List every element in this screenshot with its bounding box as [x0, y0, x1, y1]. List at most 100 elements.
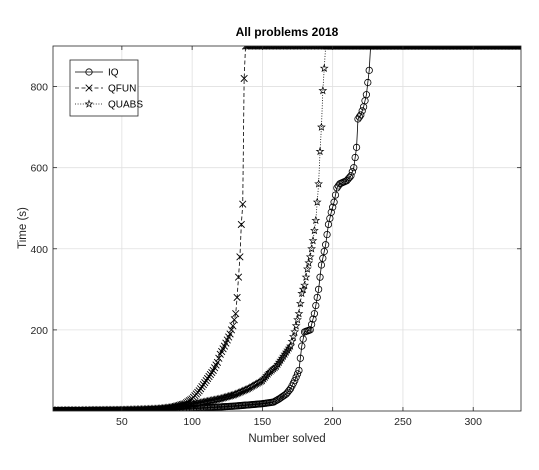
chart-title: All problems 2018 [236, 25, 339, 39]
data-point [362, 91, 371, 99]
data-point [234, 273, 243, 281]
data-point [322, 241, 330, 249]
data-point [230, 316, 238, 324]
data-point [298, 284, 308, 294]
data-point [330, 198, 338, 206]
data-point [229, 322, 237, 330]
data-point [300, 280, 309, 290]
data-point [240, 74, 248, 83]
data-point [297, 288, 307, 298]
data-point [309, 315, 317, 323]
data-point [294, 309, 304, 318]
data-point [310, 225, 319, 235]
data-point [291, 321, 301, 330]
data-point [352, 143, 361, 151]
grid [53, 46, 521, 411]
legend: IQ QFUN QUABS [69, 59, 143, 117]
data-point [296, 354, 304, 362]
legend-label: IQ [108, 68, 119, 79]
data-point [232, 310, 240, 318]
x-axis: 50 100 150 200 250 300 [116, 46, 482, 428]
data-point [307, 320, 316, 329]
data-point [295, 298, 305, 308]
data-point [311, 215, 321, 225]
data-point [358, 107, 366, 115]
data-point [320, 247, 328, 256]
data-point [350, 164, 358, 172]
data-point [298, 342, 306, 350]
legend-box [69, 59, 139, 117]
data-point [319, 254, 327, 262]
data-point [295, 366, 303, 375]
data-point [302, 264, 312, 273]
data-point [351, 153, 359, 162]
y-tick-label: 800 [30, 82, 48, 94]
data-point [314, 179, 324, 188]
data-point [213, 358, 222, 366]
data-point [355, 113, 363, 121]
data-point [290, 327, 300, 336]
data-point [310, 310, 319, 318]
data-point [226, 330, 234, 338]
data-point [293, 315, 302, 324]
data-point [239, 200, 247, 208]
data-point [276, 355, 286, 365]
y-axis: 200 400 600 800 [30, 82, 521, 337]
legend-marker [85, 84, 93, 92]
data-point [301, 272, 311, 281]
data-point [233, 293, 241, 302]
data-point [281, 347, 291, 356]
data-point [364, 78, 372, 87]
data-point [312, 197, 322, 206]
series-quabs [53, 46, 521, 411]
legend-marker [85, 68, 93, 76]
data-point [317, 261, 326, 269]
data-point [312, 301, 320, 310]
data-point [293, 370, 302, 378]
x-tick-label: 250 [394, 416, 412, 428]
y-tick-label: 200 [30, 325, 48, 337]
data-point [306, 326, 314, 334]
data-point [291, 376, 299, 385]
data-point [316, 273, 324, 281]
series-layer [53, 46, 521, 411]
data-point [307, 244, 316, 253]
legend-label: QUABS [108, 100, 143, 111]
x-tick-label: 50 [116, 416, 128, 428]
data-point [345, 173, 354, 181]
data-point [308, 236, 318, 245]
data-point [329, 203, 337, 211]
data-point [313, 293, 321, 302]
data-point [274, 357, 284, 367]
data-point [315, 285, 323, 293]
data-point [283, 345, 293, 354]
data-point [305, 252, 315, 261]
data-point [273, 359, 283, 369]
data-point [277, 353, 287, 363]
data-point [315, 146, 325, 156]
data-point [236, 253, 244, 261]
data-point [215, 354, 223, 362]
data-point [227, 326, 236, 334]
y-tick-label: 400 [30, 244, 48, 256]
data-point [323, 230, 331, 239]
data-point [286, 341, 295, 350]
data-point [348, 168, 356, 176]
data-point [288, 332, 298, 341]
legend-marker [84, 99, 94, 108]
data-point [284, 343, 294, 352]
data-point [279, 351, 288, 360]
data-point [365, 66, 373, 74]
data-point [299, 335, 307, 343]
data-point [319, 63, 329, 73]
data-point [357, 111, 365, 119]
y-tick-label: 600 [30, 163, 48, 175]
y-axis-label: Time (s) [17, 207, 29, 249]
data-point [331, 191, 340, 199]
x-tick-label: 200 [324, 416, 342, 428]
data-point [237, 220, 245, 229]
data-point [304, 258, 314, 267]
data-point [318, 85, 328, 95]
x-tick-label: 100 [183, 416, 201, 428]
